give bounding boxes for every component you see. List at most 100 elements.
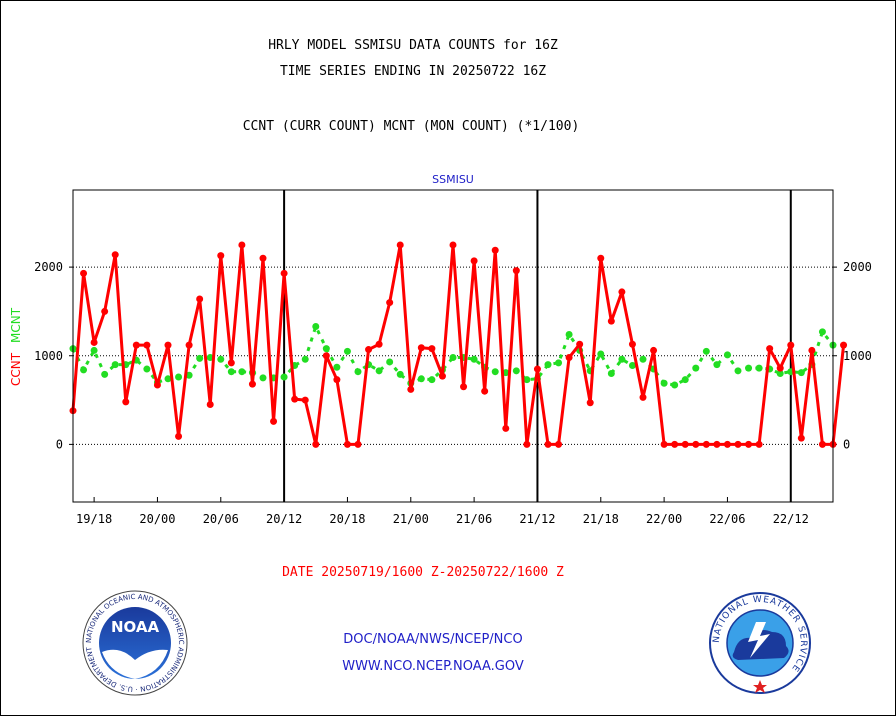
x-tick-label: 20/12 <box>266 512 302 526</box>
ccnt-point <box>460 383 468 391</box>
mcnt-point <box>322 345 330 353</box>
plot-area-border <box>72 189 834 503</box>
mcnt-point <box>491 368 499 376</box>
mcnt-point <box>301 355 309 363</box>
ccnt-point <box>280 269 288 277</box>
y-axis-label-mcnt: MCNT <box>9 307 23 343</box>
ccnt-point <box>248 380 256 388</box>
x-tick-label: 21/06 <box>456 512 492 526</box>
ccnt-point <box>755 440 763 448</box>
ccnt-point <box>618 288 626 296</box>
mcnt-point <box>523 376 531 384</box>
mcnt-point <box>217 355 225 363</box>
mcnt-point <box>417 375 425 383</box>
y-axis-label-ccnt: CCNT <box>9 352 23 386</box>
mcnt-point <box>618 355 626 363</box>
ccnt-point <box>396 241 404 249</box>
ccnt-point <box>322 352 330 360</box>
ccnt-point <box>312 440 320 448</box>
mcnt-point <box>196 354 204 362</box>
x-tick-label: 22/06 <box>709 512 745 526</box>
ccnt-point <box>491 246 499 254</box>
ccnt-point <box>417 344 425 352</box>
ccnt-point <box>259 254 267 262</box>
mcnt-point <box>639 355 647 363</box>
ccnt-point <box>386 299 394 307</box>
mcnt-point <box>101 370 109 378</box>
mcnt-point <box>111 361 119 369</box>
mcnt-point <box>713 361 721 369</box>
mcnt-point <box>375 367 383 375</box>
ccnt-point <box>797 434 805 442</box>
ccnt-point <box>217 252 225 260</box>
ccnt-point <box>164 341 172 349</box>
y-tick-label-left: 1000 <box>34 349 63 363</box>
mcnt-point <box>164 375 172 383</box>
x-tick-label: 21/00 <box>393 512 429 526</box>
x-tick-label: 22/12 <box>773 512 809 526</box>
ccnt-point <box>586 399 594 407</box>
ccnt-point <box>533 365 541 373</box>
chart-title-line2: TIME SERIES ENDING IN 20250722 16Z <box>279 64 547 79</box>
mcnt-point <box>90 346 98 354</box>
x-tick-label: 21/18 <box>583 512 619 526</box>
ccnt-point <box>238 241 246 249</box>
ccnt-point <box>270 417 278 425</box>
ccnt-point <box>301 396 309 404</box>
ccnt-point <box>639 393 647 401</box>
ccnt-point <box>470 257 478 265</box>
mcnt-point <box>428 376 436 384</box>
nws-logo: NATIONAL WEATHER SERVICE <box>709 592 811 694</box>
ccnt-point <box>544 440 552 448</box>
mcnt-point <box>143 365 151 373</box>
ccnt-point <box>111 251 119 259</box>
grid-layer <box>69 190 837 502</box>
date-range-label: DATE 20250719/1600 Z-20250722/1600 Z <box>282 565 564 580</box>
x-tick-label: 20/00 <box>139 512 175 526</box>
chart-inner-title: SSMISU <box>432 173 474 186</box>
mcnt-point <box>628 362 636 369</box>
ccnt-point <box>407 385 415 393</box>
mcnt-point <box>745 364 753 372</box>
ccnt-point <box>153 381 161 389</box>
credit-line-1: DOC/NOAA/NWS/NCEP/NCO <box>343 632 523 647</box>
x-tick-label: 21/12 <box>519 512 555 526</box>
mcnt-point <box>671 381 679 389</box>
y-tick-label-left: 0 <box>56 437 63 451</box>
ccnt-point <box>650 346 658 354</box>
ccnt-point <box>206 401 214 408</box>
mcnt-point <box>544 361 552 369</box>
noaa-logo: NATIONAL OCEANIC AND ATMOSPHERIC ADMINIS… <box>80 590 188 696</box>
ccnt-point <box>80 269 88 277</box>
noaa-wordmark: NOAA <box>111 618 160 636</box>
ccnt-point <box>481 387 489 395</box>
ccnt-series <box>69 241 848 448</box>
x-tick-label: 20/18 <box>329 512 365 526</box>
ccnt-point <box>132 341 140 349</box>
ccnt-point <box>745 440 753 448</box>
ccnt-point <box>354 440 362 448</box>
y-tick-label-right: 2000 <box>843 260 872 274</box>
ccnt-point <box>766 345 774 353</box>
ccnt-point <box>787 341 795 349</box>
mcnt-point <box>681 376 689 384</box>
ccnt-point <box>196 295 204 303</box>
ccnt-point <box>523 440 531 448</box>
ccnt-point <box>101 307 109 315</box>
ccnt-point <box>702 440 710 448</box>
credit-line-2: WWW.NCO.NCEP.NOAA.GOV <box>342 659 524 674</box>
ccnt-point <box>555 440 563 448</box>
ccnt-point <box>660 440 668 448</box>
mcnt-point <box>185 371 193 379</box>
mcnt-point <box>80 366 88 374</box>
ccnt-point <box>365 346 373 354</box>
x-tick-label: 19/18 <box>76 512 112 526</box>
mcnt-point <box>607 369 615 377</box>
mcnt-point <box>723 351 731 359</box>
mcnt-point <box>797 369 805 377</box>
ccnt-point <box>291 395 299 403</box>
ccnt-point <box>734 440 742 448</box>
mcnt-point <box>755 364 763 372</box>
mcnt-point <box>259 374 267 382</box>
ccnt-point <box>449 241 457 249</box>
